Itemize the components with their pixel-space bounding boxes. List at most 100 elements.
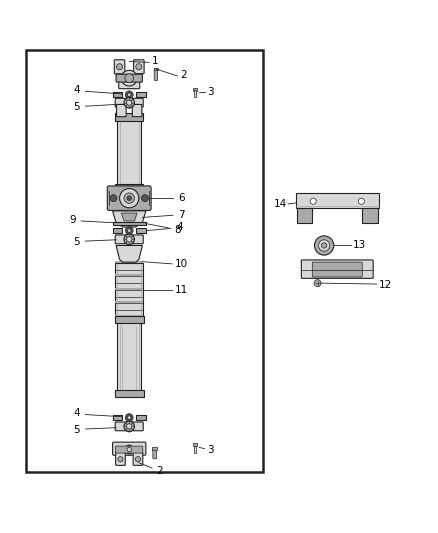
- Text: 5: 5: [73, 425, 80, 435]
- Bar: [115, 301, 143, 303]
- Circle shape: [124, 193, 134, 204]
- Text: 14: 14: [274, 199, 287, 209]
- FancyBboxPatch shape: [301, 260, 373, 278]
- FancyBboxPatch shape: [115, 98, 143, 107]
- Bar: [114, 390, 144, 397]
- Circle shape: [110, 195, 117, 201]
- Bar: [115, 315, 143, 317]
- Text: 2: 2: [180, 70, 187, 79]
- FancyBboxPatch shape: [114, 60, 125, 74]
- Circle shape: [318, 240, 330, 251]
- Circle shape: [321, 243, 327, 248]
- FancyBboxPatch shape: [132, 104, 142, 117]
- Bar: [115, 113, 143, 120]
- Circle shape: [124, 421, 134, 432]
- Polygon shape: [113, 211, 146, 227]
- FancyBboxPatch shape: [194, 446, 196, 453]
- Text: 9: 9: [69, 215, 76, 225]
- Bar: [114, 317, 144, 324]
- Circle shape: [127, 237, 132, 242]
- FancyBboxPatch shape: [193, 88, 197, 91]
- Circle shape: [121, 70, 137, 86]
- Bar: [122, 326, 136, 391]
- FancyBboxPatch shape: [113, 415, 122, 420]
- Bar: [362, 208, 378, 223]
- FancyBboxPatch shape: [107, 186, 151, 211]
- Text: 12: 12: [379, 280, 392, 290]
- Text: 3: 3: [207, 87, 214, 97]
- Circle shape: [310, 198, 316, 204]
- Polygon shape: [121, 213, 137, 221]
- FancyBboxPatch shape: [154, 68, 158, 70]
- Circle shape: [125, 445, 134, 454]
- Bar: [113, 222, 146, 225]
- Bar: [115, 274, 143, 277]
- Circle shape: [125, 414, 133, 422]
- FancyBboxPatch shape: [117, 104, 126, 117]
- Text: 1: 1: [152, 55, 159, 66]
- FancyBboxPatch shape: [153, 448, 156, 459]
- Circle shape: [124, 234, 134, 245]
- Circle shape: [127, 196, 131, 200]
- Circle shape: [127, 447, 131, 452]
- Circle shape: [314, 236, 334, 255]
- FancyBboxPatch shape: [312, 262, 362, 277]
- Text: 6: 6: [178, 193, 185, 203]
- Text: 3: 3: [207, 445, 214, 455]
- Circle shape: [118, 457, 123, 462]
- Polygon shape: [116, 246, 142, 262]
- Circle shape: [127, 100, 132, 106]
- Circle shape: [135, 457, 141, 462]
- Bar: [26, 50, 263, 472]
- Text: 4: 4: [73, 408, 80, 418]
- FancyBboxPatch shape: [154, 69, 158, 80]
- Text: 5: 5: [73, 102, 80, 112]
- Text: 7: 7: [178, 210, 185, 220]
- FancyBboxPatch shape: [134, 60, 144, 74]
- FancyBboxPatch shape: [194, 91, 196, 98]
- Bar: [296, 193, 379, 208]
- Circle shape: [358, 198, 364, 204]
- Circle shape: [127, 416, 131, 419]
- FancyBboxPatch shape: [113, 92, 122, 98]
- FancyBboxPatch shape: [133, 452, 143, 465]
- FancyBboxPatch shape: [119, 79, 140, 88]
- Circle shape: [136, 64, 142, 70]
- FancyBboxPatch shape: [193, 443, 197, 446]
- FancyBboxPatch shape: [136, 92, 146, 98]
- Circle shape: [314, 280, 321, 287]
- FancyBboxPatch shape: [152, 447, 157, 449]
- FancyBboxPatch shape: [136, 415, 146, 420]
- Circle shape: [127, 229, 131, 232]
- Circle shape: [127, 93, 131, 96]
- Text: 4: 4: [176, 222, 183, 232]
- Circle shape: [124, 98, 134, 108]
- Text: 8: 8: [174, 225, 181, 235]
- Bar: [115, 288, 143, 290]
- FancyBboxPatch shape: [116, 452, 125, 465]
- Circle shape: [125, 227, 133, 235]
- FancyBboxPatch shape: [113, 442, 146, 455]
- FancyBboxPatch shape: [113, 228, 122, 233]
- Bar: [115, 261, 143, 263]
- FancyBboxPatch shape: [116, 74, 142, 82]
- FancyBboxPatch shape: [115, 422, 143, 431]
- Text: 10: 10: [175, 259, 188, 269]
- Bar: [115, 184, 143, 190]
- Circle shape: [125, 74, 134, 83]
- Text: 5: 5: [73, 237, 80, 247]
- Text: 13: 13: [353, 240, 366, 251]
- Text: 11: 11: [175, 285, 188, 295]
- Circle shape: [141, 195, 148, 201]
- Bar: [297, 208, 312, 223]
- Circle shape: [120, 189, 139, 208]
- FancyBboxPatch shape: [116, 446, 143, 453]
- Text: 2: 2: [156, 466, 163, 475]
- Bar: [115, 263, 143, 317]
- FancyBboxPatch shape: [115, 235, 143, 244]
- Circle shape: [127, 424, 132, 429]
- Bar: [117, 319, 141, 393]
- Circle shape: [117, 64, 123, 70]
- Text: 4: 4: [73, 85, 80, 95]
- Bar: [117, 115, 141, 188]
